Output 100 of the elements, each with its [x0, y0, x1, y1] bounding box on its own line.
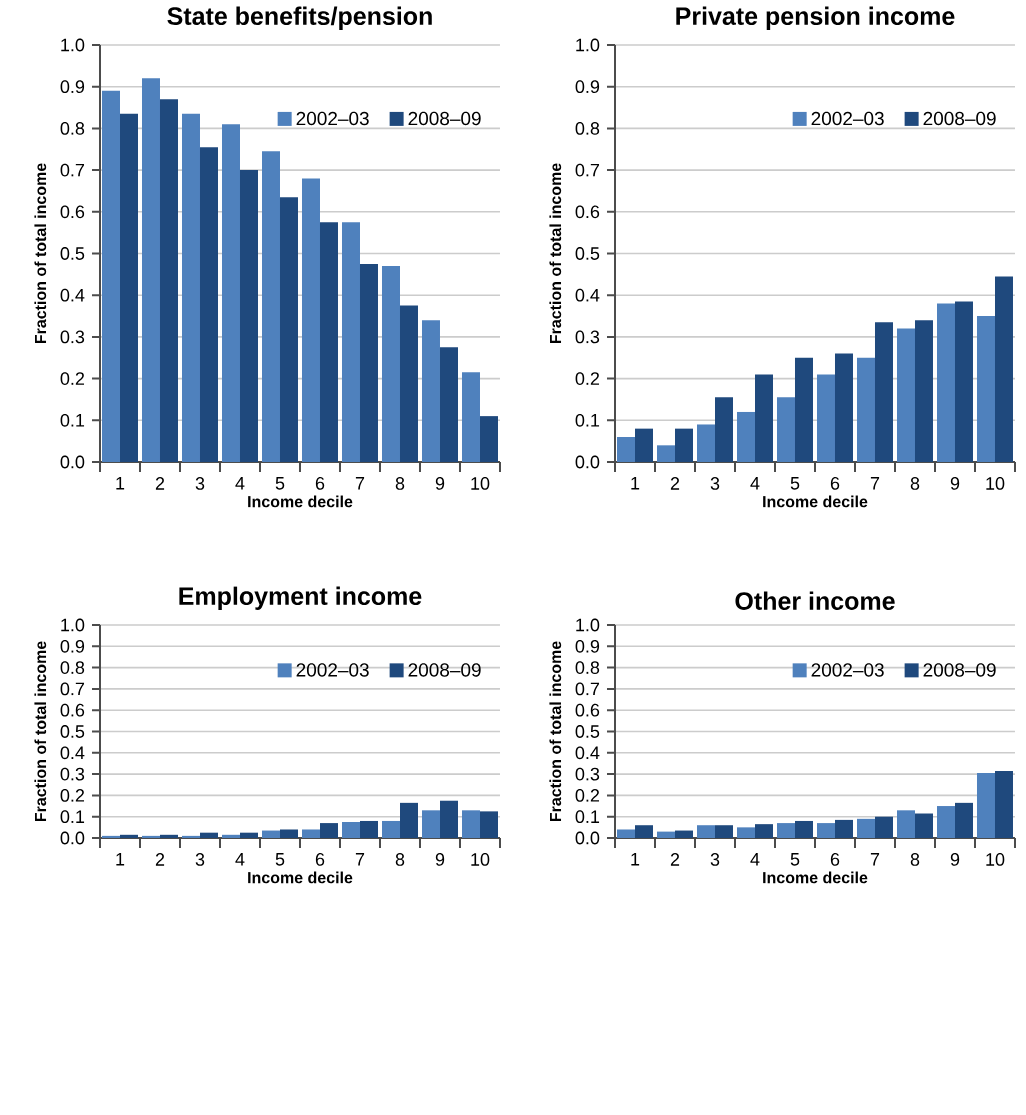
chart-title: Other income	[735, 591, 895, 610]
bar	[301, 829, 320, 838]
bar	[755, 824, 773, 838]
y-tick-label: 0.9	[575, 80, 600, 94]
bar	[857, 818, 875, 838]
bar	[159, 99, 178, 462]
x-tick-label: 4	[750, 853, 760, 866]
bar	[737, 827, 755, 838]
bar	[835, 819, 853, 838]
x-tick-label: 1	[631, 477, 640, 490]
x-tick-label: 3	[195, 853, 205, 866]
x-tick-label: 2	[670, 853, 680, 866]
bar	[617, 829, 635, 838]
legend-label: 2002–03	[296, 663, 369, 677]
y-tick-label: 0.4	[60, 746, 85, 760]
y-tick-label: 0.1	[60, 810, 85, 824]
x-tick-label: 1	[116, 477, 125, 490]
x-axis-title: Income decile	[248, 871, 353, 884]
bar	[937, 806, 955, 838]
bar	[182, 835, 200, 838]
y-tick-label: 0.7	[60, 682, 85, 696]
y-axis-title: Fraction of total income	[34, 163, 47, 344]
x-tick-label: 5	[790, 477, 800, 490]
bar	[897, 328, 915, 462]
x-tick-label: 7	[355, 853, 365, 866]
x-tick-label: 9	[435, 477, 445, 490]
x-tick-label: 1	[631, 853, 640, 866]
bar	[794, 357, 813, 462]
y-tick-label: 0.8	[575, 661, 600, 674]
x-tick-label: 9	[950, 477, 960, 490]
bar	[955, 802, 973, 838]
bar	[159, 834, 178, 838]
x-axis-title: Income decile	[248, 495, 353, 508]
bar	[777, 397, 795, 462]
y-tick-label: 0.5	[60, 247, 85, 260]
bar	[955, 301, 973, 462]
y-tick-label: 0.3	[60, 767, 85, 781]
y-tick-label: 0.4	[575, 746, 600, 760]
legend-label: 2008–09	[923, 663, 996, 677]
y-axis-title: Fraction of total income	[549, 641, 562, 822]
y-tick-label: 0.8	[60, 122, 85, 135]
bar	[635, 825, 653, 838]
x-tick-label: 10	[471, 477, 490, 490]
bar	[320, 222, 338, 462]
x-tick-label: 8	[395, 477, 405, 490]
x-tick-label: 6	[830, 853, 840, 866]
bar	[617, 436, 635, 462]
x-tick-label: 2	[155, 477, 165, 490]
bar	[937, 303, 955, 462]
y-tick-label: 0.3	[575, 330, 600, 344]
x-tick-label: 10	[986, 853, 1005, 866]
y-tick-label: 0.8	[60, 661, 85, 674]
bar	[439, 800, 458, 838]
x-tick-label: 4	[235, 853, 245, 866]
legend-label: 2008–09	[923, 111, 996, 126]
bar	[120, 834, 138, 838]
legend-label: 2008–09	[408, 111, 481, 126]
x-tick-label: 6	[830, 477, 840, 490]
bar	[400, 305, 418, 462]
x-tick-label: 1	[116, 853, 125, 866]
x-tick-label: 4	[235, 477, 245, 490]
bar	[262, 830, 280, 838]
bar	[857, 357, 875, 462]
y-axis-title: Fraction of total income	[549, 163, 562, 344]
x-tick-label: 7	[870, 853, 880, 866]
bar	[835, 353, 853, 462]
bar	[875, 816, 893, 838]
bar	[341, 822, 360, 838]
bar	[697, 825, 715, 838]
y-tick-label: 0.1	[60, 413, 85, 427]
bar	[439, 347, 458, 462]
bar	[995, 770, 1013, 838]
bar	[995, 276, 1013, 462]
bar	[777, 823, 795, 838]
y-tick-label: 0.7	[60, 163, 85, 177]
bar	[421, 810, 440, 838]
y-tick-label: 1.0	[576, 38, 600, 52]
bar	[875, 322, 893, 462]
y-tick-label: 1.0	[61, 618, 85, 632]
bar	[381, 820, 400, 838]
bar	[360, 263, 378, 462]
y-tick-label: 0.0	[60, 831, 85, 845]
bar	[262, 151, 280, 462]
x-tick-label: 10	[986, 477, 1005, 490]
bar	[675, 428, 693, 462]
bar	[755, 374, 773, 462]
y-tick-label: 0.9	[575, 639, 600, 653]
y-tick-label: 0.9	[60, 80, 85, 94]
y-tick-label: 0.1	[575, 810, 600, 824]
x-tick-label: 3	[710, 853, 720, 866]
y-tick-label: 0.6	[60, 205, 85, 219]
bar	[102, 90, 120, 462]
bar	[200, 832, 218, 838]
bar	[360, 820, 378, 838]
bar	[341, 222, 360, 462]
x-tick-label: 7	[355, 477, 365, 490]
bar	[240, 170, 258, 462]
bar	[657, 831, 675, 838]
bar	[817, 823, 835, 838]
bar	[817, 374, 835, 462]
